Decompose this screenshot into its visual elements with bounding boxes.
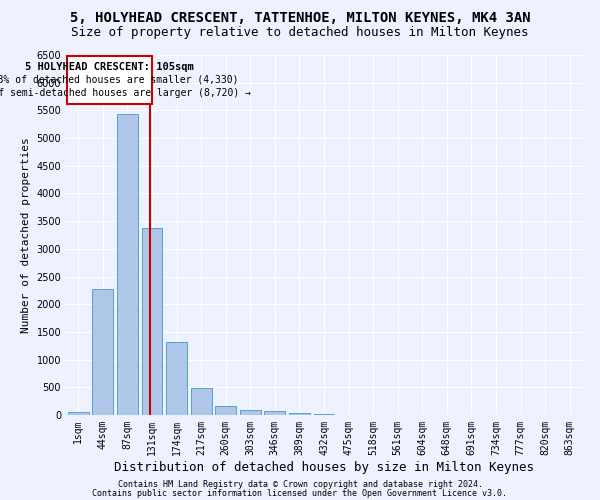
Bar	[166, 342, 187, 415]
Text: Contains public sector information licensed under the Open Government Licence v3: Contains public sector information licen…	[92, 488, 508, 498]
Bar	[117, 114, 138, 415]
Text: 66% of semi-detached houses are larger (8,720) →: 66% of semi-detached houses are larger (…	[0, 88, 251, 98]
Text: 5, HOLYHEAD CRESCENT, TATTENHOE, MILTON KEYNES, MK4 3AN: 5, HOLYHEAD CRESCENT, TATTENHOE, MILTON …	[70, 12, 530, 26]
Bar	[68, 412, 89, 415]
Bar	[289, 414, 310, 415]
Bar	[215, 406, 236, 415]
Y-axis label: Number of detached properties: Number of detached properties	[21, 137, 31, 333]
Bar	[240, 410, 261, 415]
Text: 5 HOLYHEAD CRESCENT: 105sqm: 5 HOLYHEAD CRESCENT: 105sqm	[25, 62, 194, 72]
FancyBboxPatch shape	[67, 56, 152, 104]
Text: Contains HM Land Registry data © Crown copyright and database right 2024.: Contains HM Land Registry data © Crown c…	[118, 480, 482, 489]
Bar	[142, 228, 163, 415]
Text: ← 33% of detached houses are smaller (4,330): ← 33% of detached houses are smaller (4,…	[0, 75, 239, 85]
Bar	[92, 288, 113, 415]
Bar	[265, 412, 286, 415]
Bar	[191, 388, 212, 415]
Text: Size of property relative to detached houses in Milton Keynes: Size of property relative to detached ho…	[71, 26, 529, 39]
X-axis label: Distribution of detached houses by size in Milton Keynes: Distribution of detached houses by size …	[114, 460, 534, 473]
Bar	[314, 414, 334, 415]
